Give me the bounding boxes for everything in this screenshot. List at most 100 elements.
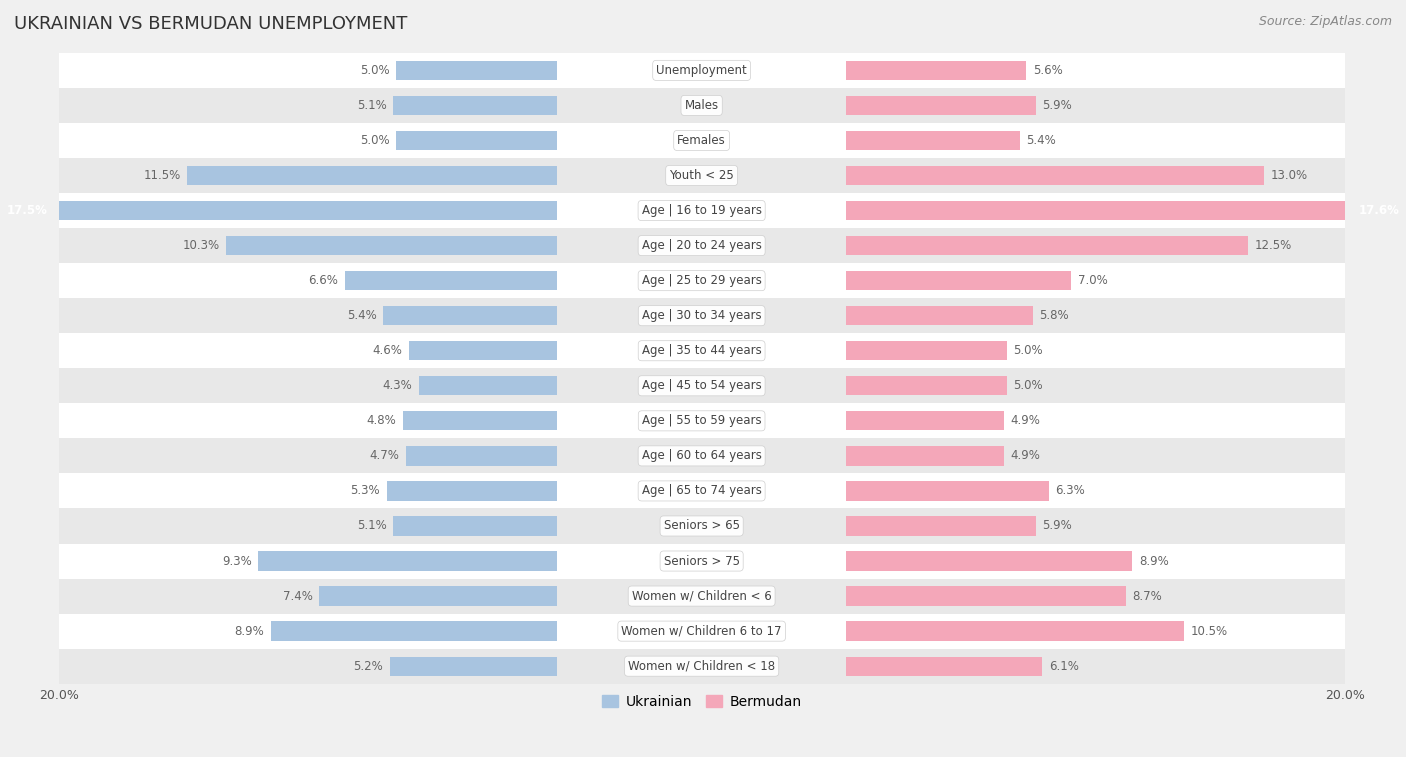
Bar: [846, 446, 1004, 466]
Text: 5.0%: 5.0%: [360, 134, 389, 147]
Text: Age | 60 to 64 years: Age | 60 to 64 years: [641, 450, 762, 463]
Text: 8.7%: 8.7%: [1132, 590, 1163, 603]
Text: 5.3%: 5.3%: [350, 484, 380, 497]
Text: 10.5%: 10.5%: [1191, 625, 1227, 637]
Bar: [846, 551, 1132, 571]
Bar: [846, 376, 1007, 395]
Text: Age | 65 to 74 years: Age | 65 to 74 years: [641, 484, 762, 497]
Text: 8.9%: 8.9%: [235, 625, 264, 637]
Bar: [59, 649, 1344, 684]
Text: 4.9%: 4.9%: [1011, 450, 1040, 463]
Bar: [387, 481, 557, 500]
Bar: [846, 516, 1036, 536]
Bar: [846, 236, 1249, 255]
Text: 4.8%: 4.8%: [367, 414, 396, 428]
Bar: [319, 587, 557, 606]
Text: 5.6%: 5.6%: [1033, 64, 1063, 77]
Bar: [59, 368, 1344, 403]
Bar: [846, 411, 1004, 431]
Bar: [396, 131, 557, 150]
Bar: [271, 621, 557, 640]
Bar: [846, 656, 1042, 676]
Bar: [402, 411, 557, 431]
Bar: [846, 341, 1007, 360]
Bar: [59, 123, 1344, 158]
Text: 12.5%: 12.5%: [1254, 239, 1292, 252]
Text: 6.6%: 6.6%: [308, 274, 339, 287]
Bar: [846, 587, 1126, 606]
Bar: [59, 53, 1344, 88]
Bar: [59, 263, 1344, 298]
Bar: [384, 306, 557, 326]
Text: 5.9%: 5.9%: [1042, 99, 1073, 112]
Text: Age | 30 to 34 years: Age | 30 to 34 years: [641, 309, 762, 322]
Text: 8.9%: 8.9%: [1139, 555, 1168, 568]
Bar: [846, 201, 1406, 220]
Text: 4.6%: 4.6%: [373, 344, 402, 357]
Bar: [396, 61, 557, 80]
Text: 7.0%: 7.0%: [1078, 274, 1108, 287]
Bar: [59, 158, 1344, 193]
Bar: [419, 376, 557, 395]
Text: Seniors > 65: Seniors > 65: [664, 519, 740, 532]
Bar: [846, 166, 1264, 185]
Bar: [226, 236, 557, 255]
Legend: Ukrainian, Bermudan: Ukrainian, Bermudan: [596, 690, 807, 715]
Text: 5.1%: 5.1%: [357, 519, 387, 532]
Text: 5.4%: 5.4%: [347, 309, 377, 322]
Text: 5.0%: 5.0%: [360, 64, 389, 77]
Text: Females: Females: [678, 134, 725, 147]
Text: Age | 25 to 29 years: Age | 25 to 29 years: [641, 274, 762, 287]
Bar: [257, 551, 557, 571]
Bar: [344, 271, 557, 290]
Bar: [59, 298, 1344, 333]
Text: Unemployment: Unemployment: [657, 64, 747, 77]
Text: Age | 55 to 59 years: Age | 55 to 59 years: [641, 414, 762, 428]
Bar: [59, 228, 1344, 263]
Text: Males: Males: [685, 99, 718, 112]
Text: 5.4%: 5.4%: [1026, 134, 1056, 147]
Bar: [59, 509, 1344, 544]
Text: Age | 35 to 44 years: Age | 35 to 44 years: [641, 344, 762, 357]
Bar: [0, 201, 557, 220]
Text: 11.5%: 11.5%: [143, 169, 181, 182]
Bar: [59, 578, 1344, 614]
Text: UKRAINIAN VS BERMUDAN UNEMPLOYMENT: UKRAINIAN VS BERMUDAN UNEMPLOYMENT: [14, 15, 408, 33]
Bar: [187, 166, 557, 185]
Text: 5.0%: 5.0%: [1014, 379, 1043, 392]
Text: 9.3%: 9.3%: [222, 555, 252, 568]
Text: Age | 45 to 54 years: Age | 45 to 54 years: [641, 379, 762, 392]
Text: 4.3%: 4.3%: [382, 379, 412, 392]
Bar: [846, 621, 1184, 640]
Bar: [846, 306, 1033, 326]
Bar: [59, 473, 1344, 509]
Text: 10.3%: 10.3%: [183, 239, 219, 252]
Text: 6.1%: 6.1%: [1049, 659, 1078, 673]
Bar: [846, 61, 1026, 80]
Text: 13.0%: 13.0%: [1271, 169, 1308, 182]
Text: Women w/ Children < 18: Women w/ Children < 18: [628, 659, 775, 673]
Bar: [392, 516, 557, 536]
Text: 4.7%: 4.7%: [370, 450, 399, 463]
Text: Age | 20 to 24 years: Age | 20 to 24 years: [641, 239, 762, 252]
Text: 17.6%: 17.6%: [1358, 204, 1399, 217]
Bar: [59, 193, 1344, 228]
Bar: [389, 656, 557, 676]
Text: 7.4%: 7.4%: [283, 590, 312, 603]
Text: 17.5%: 17.5%: [7, 204, 48, 217]
Text: Seniors > 75: Seniors > 75: [664, 555, 740, 568]
Text: Age | 16 to 19 years: Age | 16 to 19 years: [641, 204, 762, 217]
Bar: [846, 131, 1019, 150]
Text: 6.3%: 6.3%: [1056, 484, 1085, 497]
Text: 5.1%: 5.1%: [357, 99, 387, 112]
Text: Youth < 25: Youth < 25: [669, 169, 734, 182]
Text: 5.9%: 5.9%: [1042, 519, 1073, 532]
Text: 4.9%: 4.9%: [1011, 414, 1040, 428]
Text: 5.0%: 5.0%: [1014, 344, 1043, 357]
Text: Source: ZipAtlas.com: Source: ZipAtlas.com: [1258, 15, 1392, 28]
Bar: [406, 446, 557, 466]
Bar: [59, 403, 1344, 438]
Text: Women w/ Children 6 to 17: Women w/ Children 6 to 17: [621, 625, 782, 637]
Text: Women w/ Children < 6: Women w/ Children < 6: [631, 590, 772, 603]
Text: 5.8%: 5.8%: [1039, 309, 1069, 322]
